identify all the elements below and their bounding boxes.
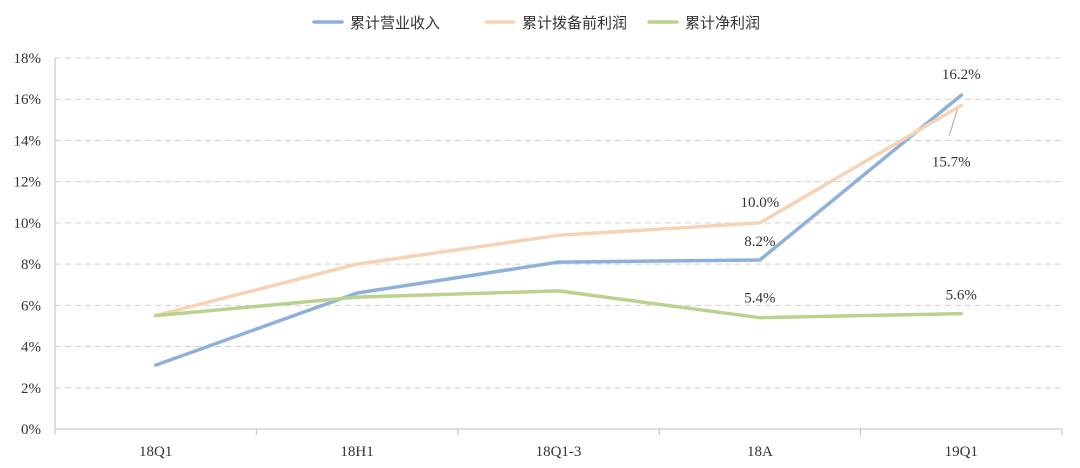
y-tick-label: 18% bbox=[14, 51, 42, 67]
data-label: 10.0% bbox=[741, 195, 780, 211]
legend-label: 累计净利润 bbox=[685, 14, 760, 32]
data-labels: 8.2% 16.2% 10.0% 15.7% 5.4% 5.6% bbox=[741, 67, 981, 307]
series-line-0 bbox=[153, 93, 964, 367]
y-tick-label: 8% bbox=[21, 257, 41, 273]
series-lines bbox=[153, 93, 964, 367]
data-label: 8.2% bbox=[744, 234, 775, 250]
y-tick-label: 12% bbox=[14, 175, 42, 191]
data-label: 5.4% bbox=[744, 291, 775, 307]
x-tick-label: 18H1 bbox=[340, 444, 373, 460]
x-tick-label: 18Q1 bbox=[139, 444, 172, 460]
series-line-1 bbox=[153, 103, 964, 318]
y-tick-label: 0% bbox=[21, 422, 41, 438]
data-label: 16.2% bbox=[942, 67, 981, 83]
data-label: 15.7% bbox=[932, 154, 971, 170]
y-tick-label: 6% bbox=[21, 298, 41, 314]
y-tick-label: 4% bbox=[21, 340, 41, 356]
x-tick-label: 18A bbox=[747, 444, 773, 460]
legend: 累计营业收入 累计拨备前利润 累计净利润 bbox=[312, 14, 760, 32]
label-leader-line bbox=[948, 109, 958, 136]
x-tick-label: 18Q1-3 bbox=[536, 444, 582, 460]
axes: 18Q1 18H1 18Q1-3 18A 19Q1 bbox=[54, 58, 1063, 460]
y-tick-label: 16% bbox=[14, 92, 42, 108]
data-label: 5.6% bbox=[946, 288, 977, 304]
x-tick-label: 19Q1 bbox=[945, 444, 978, 460]
y-tick-label: 14% bbox=[14, 133, 42, 149]
gridlines: 0% 2% 4% 6% 8% 10% 12% 14% 16% 18% bbox=[14, 51, 1062, 438]
legend-label: 累计营业收入 bbox=[350, 14, 440, 32]
y-tick-label: 10% bbox=[14, 216, 42, 232]
legend-label: 累计拨备前利润 bbox=[522, 14, 627, 32]
y-tick-label: 2% bbox=[21, 381, 41, 397]
series-line-2 bbox=[153, 289, 964, 320]
